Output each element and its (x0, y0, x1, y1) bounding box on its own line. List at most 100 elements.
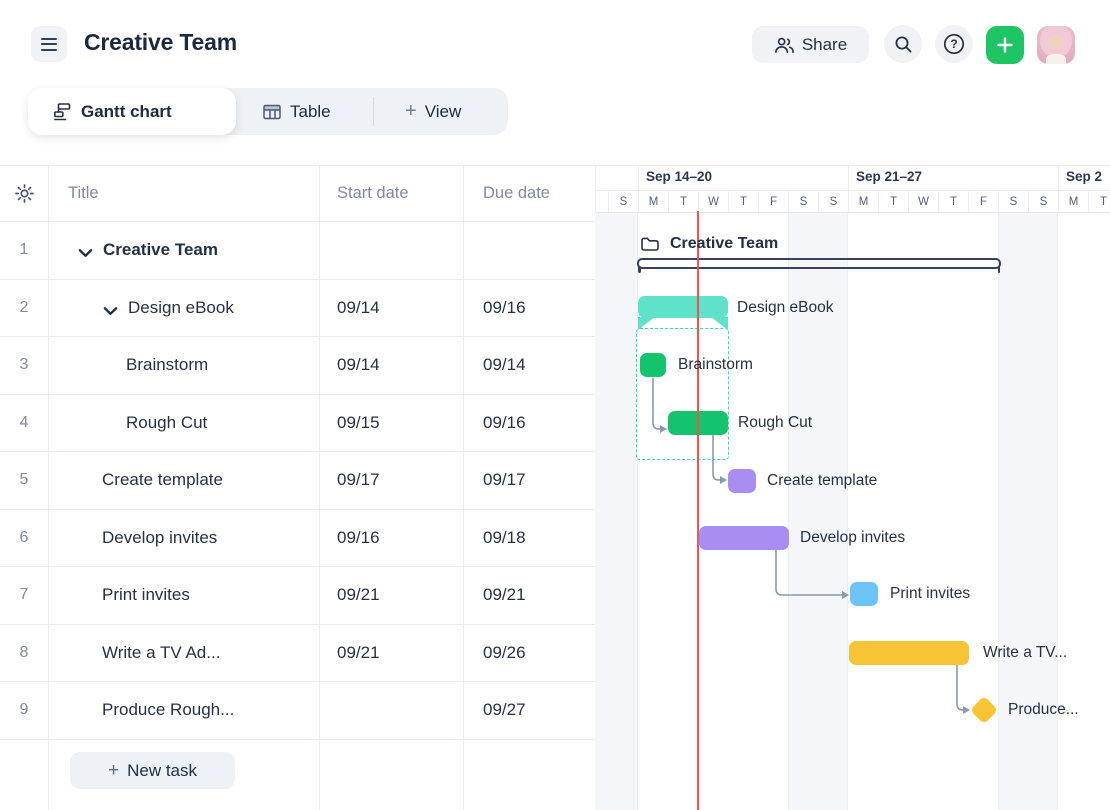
bar-label: Produce... (1008, 701, 1079, 718)
day-header-cell: S (788, 191, 818, 213)
due-date-cell[interactable]: 09/17 (483, 470, 526, 489)
divider (0, 336, 595, 337)
summary-bar-tail (711, 317, 728, 330)
divider (0, 165, 1110, 166)
divider (0, 624, 595, 625)
tab-table-label: Table (290, 101, 331, 121)
add-view-label: View (424, 101, 462, 121)
task-title[interactable]: Brainstorm (126, 355, 209, 374)
task-title[interactable]: Write a TV Ad... (102, 643, 221, 662)
table-settings-button[interactable] (0, 165, 48, 221)
due-date-cell[interactable]: 09/16 (483, 298, 526, 317)
divider (319, 165, 320, 810)
bar-label: Print invites (890, 585, 971, 602)
task-title[interactable]: Design eBook (128, 298, 234, 317)
task-title[interactable]: Develop invites (102, 528, 218, 547)
gantt-icon (52, 102, 72, 122)
week-label: Sep 21–27 (856, 169, 923, 184)
view-tabs: Gantt chart Table + View (28, 88, 508, 135)
task-title[interactable]: Create template (102, 470, 223, 489)
day-header-cell: T (728, 191, 758, 213)
people-icon (774, 35, 795, 55)
add-button[interactable] (986, 26, 1024, 64)
start-date-cell[interactable]: 09/16 (337, 528, 380, 547)
tab-gantt-chart[interactable]: Gantt chart (28, 88, 236, 135)
task-title[interactable]: Creative Team (103, 240, 218, 259)
selection-outline (636, 328, 729, 460)
help-icon: ? (943, 33, 965, 55)
due-date-cell[interactable]: 09/16 (483, 413, 526, 432)
day-header-cell: S (818, 191, 848, 213)
task-title[interactable]: Produce Rough... (102, 700, 235, 719)
chevron-down-icon[interactable] (103, 303, 118, 315)
divider (0, 509, 595, 510)
table-row: 2 Design eBook 09/14 09/16 (0, 279, 595, 337)
row-number: 1 (19, 241, 29, 258)
page-title: Creative Team (84, 29, 237, 55)
due-date-cell[interactable]: 09/14 (483, 355, 526, 374)
search-button[interactable] (884, 25, 922, 63)
gantt-bar-write-tv-ad[interactable] (849, 641, 969, 665)
bar-label: Write a TV... (983, 644, 1068, 661)
svg-text:?: ? (950, 37, 957, 51)
task-title[interactable]: Print invites (102, 585, 190, 604)
tab-table[interactable]: Table (262, 88, 331, 135)
divider (0, 451, 595, 452)
start-date-cell[interactable]: 09/14 (337, 355, 380, 374)
gantt-bar-print-invites[interactable] (850, 582, 878, 606)
gantt-bar-create-template[interactable] (728, 469, 756, 493)
gantt-bar-design-ebook[interactable] (638, 296, 728, 331)
divider (0, 739, 595, 740)
tab-gantt-label: Gantt chart (81, 101, 172, 121)
day-header-cell: W (908, 191, 938, 213)
divider (848, 165, 849, 191)
due-date-cell[interactable]: 09/18 (483, 528, 526, 547)
add-view-button[interactable]: + View (405, 88, 461, 135)
start-date-cell[interactable]: 09/21 (337, 643, 380, 662)
due-date-cell[interactable]: 09/27 (483, 700, 526, 719)
summary-bar-body (638, 296, 728, 318)
divider (0, 279, 595, 280)
start-date-cell[interactable]: 09/17 (337, 470, 380, 489)
gantt-bar-develop-invites[interactable] (699, 526, 789, 550)
new-task-button[interactable]: + New task (70, 752, 235, 789)
due-date-cell[interactable]: 09/21 (483, 585, 526, 604)
tab-divider (373, 97, 374, 126)
start-date-cell[interactable]: 09/15 (337, 413, 380, 432)
menu-button[interactable] (31, 26, 67, 62)
avatar[interactable] (1037, 26, 1075, 64)
plus-icon: + (107, 759, 120, 781)
share-label: Share (801, 34, 848, 54)
table-row: 9 Produce Rough... 09/27 (0, 681, 595, 739)
table-row: 7 Print invites 09/21 09/21 (0, 566, 595, 624)
row-number: 4 (19, 414, 29, 431)
gear-icon (14, 183, 35, 204)
day-header-cell: S (1028, 191, 1058, 213)
day-header-cell: W (698, 191, 728, 213)
group-summary-bracket[interactable] (637, 258, 1001, 273)
share-button[interactable]: Share (752, 26, 869, 63)
table-row: 3 Brainstorm 09/14 09/14 (0, 336, 595, 394)
summary-bar-tail (638, 317, 655, 330)
column-header-start-date[interactable]: Start date (337, 183, 409, 202)
column-header-due-date[interactable]: Due date (483, 183, 550, 202)
day-header-cell: T (938, 191, 968, 213)
task-title[interactable]: Rough Cut (126, 413, 208, 432)
due-date-cell[interactable]: 09/26 (483, 643, 526, 662)
gantt-body (595, 165, 1110, 810)
gantt-bar-brainstorm[interactable] (640, 353, 666, 377)
table-row: 6 Develop invites 09/16 09/18 (0, 509, 595, 567)
day-header-cell: T (878, 191, 908, 213)
day-header-cell: M (638, 191, 668, 213)
start-date-cell[interactable]: 09/14 (337, 298, 380, 317)
chevron-down-icon[interactable] (78, 245, 93, 257)
divider (0, 394, 595, 395)
column-header-title[interactable]: Title (68, 183, 99, 202)
start-date-cell[interactable]: 09/21 (337, 585, 380, 604)
help-button[interactable]: ? (935, 25, 973, 63)
week-label: Sep 2 (1066, 169, 1103, 184)
row-number: 3 (19, 356, 29, 373)
table-row: 1 Creative Team (0, 221, 595, 279)
row-number: 6 (19, 529, 29, 546)
